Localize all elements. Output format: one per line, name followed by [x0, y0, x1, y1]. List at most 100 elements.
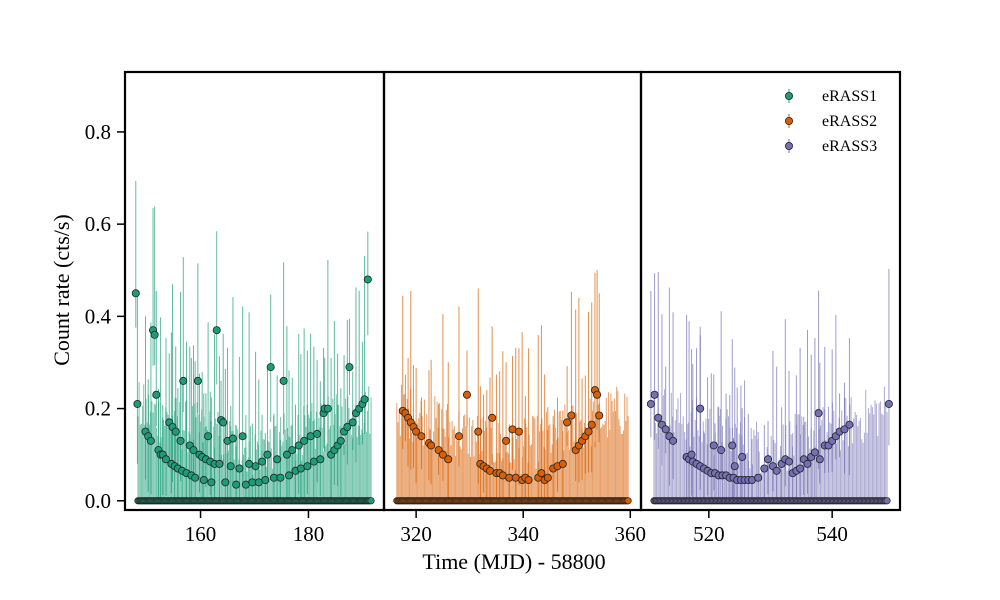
data-point [803, 459, 812, 468]
legend-item-erass3: eRASS3 [785, 138, 877, 155]
data-point [587, 420, 596, 429]
data-point [207, 478, 216, 487]
data-point [276, 473, 285, 482]
panel-erass3: 520 540 [639, 70, 902, 546]
y-tick-label: 0.6 [85, 212, 111, 236]
data-point [279, 376, 288, 385]
data-point [764, 455, 773, 464]
data-point [514, 427, 523, 436]
data-point [563, 418, 572, 427]
data-point [152, 390, 161, 399]
data-point [593, 390, 602, 399]
data-point [261, 476, 270, 485]
data-point [738, 452, 747, 461]
data-point [221, 478, 230, 487]
data-point [199, 476, 208, 485]
x-tick-label: 520 [693, 522, 725, 546]
legend-marker [785, 92, 794, 101]
data-point [717, 446, 726, 455]
panel-data-area [131, 180, 375, 505]
legend-label: eRASS3 [822, 138, 877, 155]
data-point [709, 441, 718, 450]
data-point [462, 390, 471, 399]
legend-item-erass2: eRASS2 [785, 113, 877, 130]
data-point [502, 436, 511, 445]
y-tick-label: 0.4 [85, 304, 112, 328]
data-point [488, 413, 497, 422]
data-point [772, 466, 781, 475]
data-point [840, 425, 849, 434]
data-point [345, 363, 354, 372]
data-point [235, 464, 244, 473]
data-point [232, 480, 241, 489]
data-point [884, 399, 893, 408]
data-point [162, 455, 171, 464]
data-point [189, 446, 198, 455]
legend: eRASS1 eRASS2 eRASS3 [785, 88, 877, 155]
data-point [316, 455, 325, 464]
panel-frame [639, 70, 902, 512]
panels-layer: 160 180 320 340 360 520 540 0.0 0.2 0.4 0.6 0.8 [85, 70, 902, 546]
data-point [219, 418, 228, 427]
y-axis: 0.0 0.2 0.4 0.6 0.8 [85, 120, 125, 513]
x-tick-label: 320 [400, 522, 432, 546]
zero-point [367, 497, 375, 505]
data-point [412, 427, 421, 436]
data-point [454, 432, 463, 441]
data-point [524, 476, 533, 485]
data-point [228, 434, 237, 443]
data-point [343, 423, 352, 432]
data-point [251, 462, 260, 471]
data-point [150, 330, 159, 339]
data-point [146, 436, 155, 445]
data-point [171, 427, 180, 436]
data-point [273, 455, 282, 464]
y-tick-label: 0.2 [85, 397, 111, 421]
data-point [669, 436, 678, 445]
data-point [191, 473, 200, 482]
data-point [176, 436, 185, 445]
data-point [204, 432, 213, 441]
data-point [313, 429, 322, 438]
data-point [266, 363, 275, 372]
data-point [212, 326, 221, 335]
data-point [300, 436, 309, 445]
data-point [438, 450, 447, 459]
data-point [263, 450, 272, 459]
data-point [543, 473, 552, 482]
data-point [363, 275, 372, 284]
data-point [215, 459, 224, 468]
data-point [654, 413, 663, 422]
data-point [238, 432, 247, 441]
data-point [348, 418, 357, 427]
legend-marker [785, 117, 794, 126]
data-point [444, 455, 453, 464]
data-point [754, 473, 763, 482]
data-point [417, 432, 426, 441]
data-point [810, 448, 819, 457]
data-point [193, 376, 202, 385]
data-point [133, 399, 142, 408]
panel-data-area [393, 270, 632, 505]
legend-item-erass1: eRASS1 [785, 88, 877, 105]
data-point [728, 441, 737, 450]
data-point [730, 462, 739, 471]
data-point [427, 441, 436, 450]
data-point [323, 404, 332, 413]
data-point [584, 427, 593, 436]
y-tick-label: 0.0 [85, 489, 111, 513]
x-tick-label: 360 [615, 522, 647, 546]
data-point [179, 376, 188, 385]
zero-point [624, 497, 632, 505]
data-point [567, 411, 576, 420]
legend-label: eRASS1 [822, 88, 877, 105]
legend-marker [785, 141, 794, 150]
panel-erass2: 320 340 360 [382, 70, 647, 546]
data-point [474, 427, 483, 436]
data-point [814, 409, 823, 418]
data-point [595, 411, 604, 420]
data-point [785, 457, 794, 466]
data-point [796, 464, 805, 473]
data-point [646, 399, 655, 408]
